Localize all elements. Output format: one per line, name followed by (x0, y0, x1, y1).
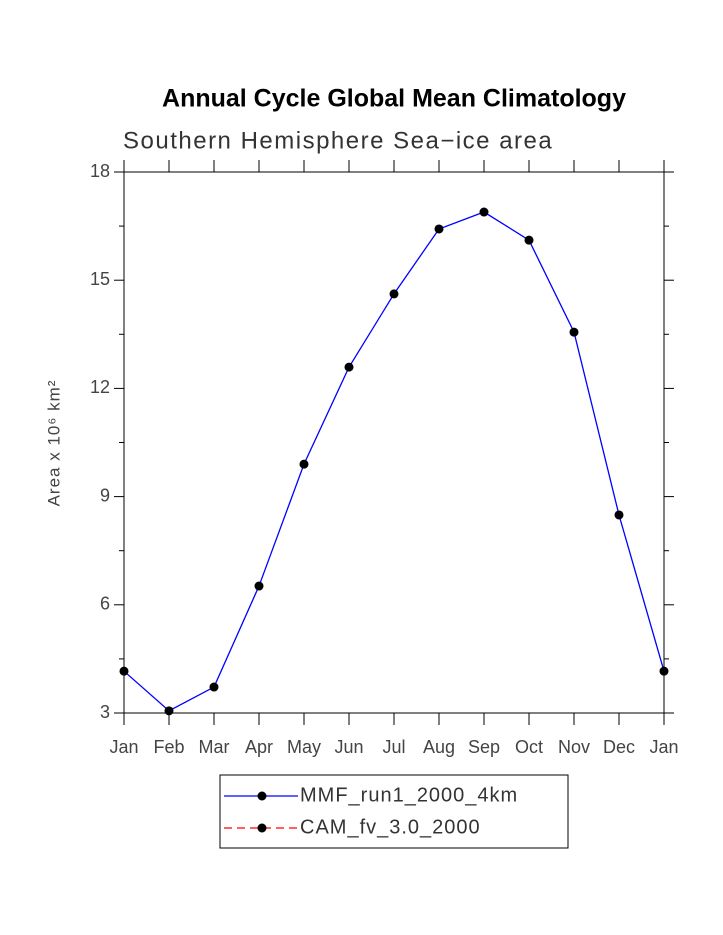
data-point (659, 666, 669, 676)
data-point (614, 510, 624, 520)
data-point (434, 224, 444, 234)
x-tick-label: Jul (382, 737, 405, 757)
data-point (344, 362, 354, 372)
x-tick-label: Jan (109, 737, 138, 757)
y-tick-label: 18 (90, 161, 110, 181)
y-tick-label: 6 (100, 594, 110, 614)
legend-box (219, 774, 569, 849)
y-tick-label: 9 (100, 485, 110, 505)
x-tick-label: Sep (468, 737, 500, 757)
x-tick-label: Feb (153, 737, 184, 757)
data-point (119, 666, 129, 676)
data-point (479, 207, 489, 217)
data-point (299, 459, 309, 469)
x-tick-label: Apr (245, 737, 273, 757)
y-tick-label: 15 (90, 269, 110, 289)
data-point (254, 581, 264, 591)
legend-marker (257, 791, 267, 801)
data-point (569, 327, 579, 337)
legend-label: MMF_run1_2000_4km (300, 784, 518, 806)
y-tick-label: 3 (100, 702, 110, 722)
legend-label: CAM_fv_3.0_2000 (300, 816, 481, 838)
data-point (524, 235, 534, 245)
data-point (164, 706, 174, 716)
x-tick-label: Jun (334, 737, 363, 757)
x-tick-label: Dec (603, 737, 635, 757)
x-tick-label: Jan (649, 737, 678, 757)
x-tick-label: Nov (558, 737, 590, 757)
x-tick-label: Aug (423, 737, 455, 757)
y-axis-label: Area x 10⁶ km² (44, 380, 63, 507)
chart-subtitle: Southern Hemisphere Sea−ice area (123, 127, 553, 154)
legend-marker (257, 823, 267, 833)
plot-frame (123, 171, 665, 714)
data-point (209, 682, 219, 692)
y-tick-label: 12 (90, 377, 110, 397)
x-tick-label: May (287, 737, 321, 757)
data-point (389, 289, 399, 299)
chart-title: Annual Cycle Global Mean Climatology (162, 85, 626, 113)
x-tick-label: Mar (199, 737, 230, 757)
x-tick-label: Oct (515, 737, 543, 757)
series-line (123, 211, 665, 712)
